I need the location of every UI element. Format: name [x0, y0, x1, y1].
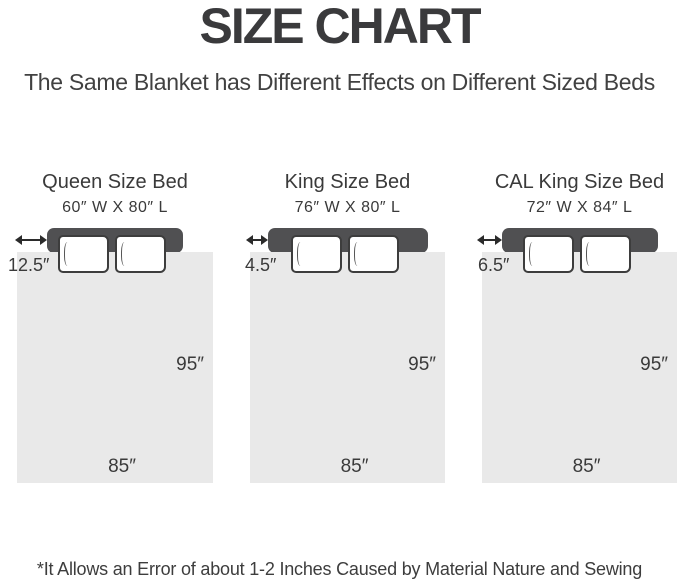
bed-diagram-cal-king: CAL King Size Bed 72″ W X 84″ L 6.5″ 95″…: [477, 161, 677, 491]
pillow-left: [58, 235, 109, 273]
bed-name: Queen Size Bed: [42, 171, 188, 193]
blanket: [17, 252, 213, 483]
blanket-width-label: 85″: [572, 456, 601, 477]
bed-diagram-king: King Size Bed 76″ W X 80″ L 4.5″ 95″ 85″: [245, 161, 445, 491]
overhang-label: 12.5″: [8, 255, 50, 275]
pillow-right: [580, 235, 631, 273]
disclaimer-note: *It Allows an Error of about 1-2 Inches …: [36, 559, 643, 579]
bed-diagram-queen: Queen Size Bed 60″ W X 80″ L 12.5″ 95″ 8…: [8, 161, 213, 491]
blanket-width-label: 85″: [340, 456, 369, 477]
blanket: [250, 252, 445, 483]
bed-dimensions: 60″ W X 80″ L: [62, 199, 168, 216]
pillow-left: [291, 235, 342, 273]
pillow-right: [115, 235, 166, 273]
blanket-length-label: 95″: [408, 354, 436, 375]
bed-dimensions: 72″ W X 84″ L: [526, 199, 633, 216]
blanket: [482, 252, 677, 483]
blanket-length-label: 95″: [176, 354, 204, 375]
bed-dimensions: 76″ W X 80″ L: [294, 199, 401, 216]
blanket-width-label: 85″: [108, 456, 136, 477]
page-title: SIZE CHART: [199, 0, 482, 54]
overhang-label: 4.5″: [245, 255, 277, 275]
overhang-label: 6.5″: [478, 255, 510, 275]
overhang-arrow-icon: [246, 233, 268, 247]
pillow-left: [523, 235, 574, 273]
overhang-arrow-icon: [477, 233, 502, 247]
blanket-length-label: 95″: [640, 354, 668, 375]
bed-top-view: 4.5″ 95″ 85″: [245, 228, 445, 484]
overhang-arrow-icon: [15, 233, 47, 247]
bed-name: CAL King Size Bed: [494, 171, 665, 193]
pillow-right: [348, 235, 399, 273]
bed-top-view: 12.5″ 95″ 85″: [8, 228, 213, 484]
page-subtitle: The Same Blanket has Different Effects o…: [24, 69, 655, 95]
bed-name: King Size Bed: [284, 171, 411, 193]
bed-top-view: 6.5″ 95″ 85″: [477, 228, 677, 484]
